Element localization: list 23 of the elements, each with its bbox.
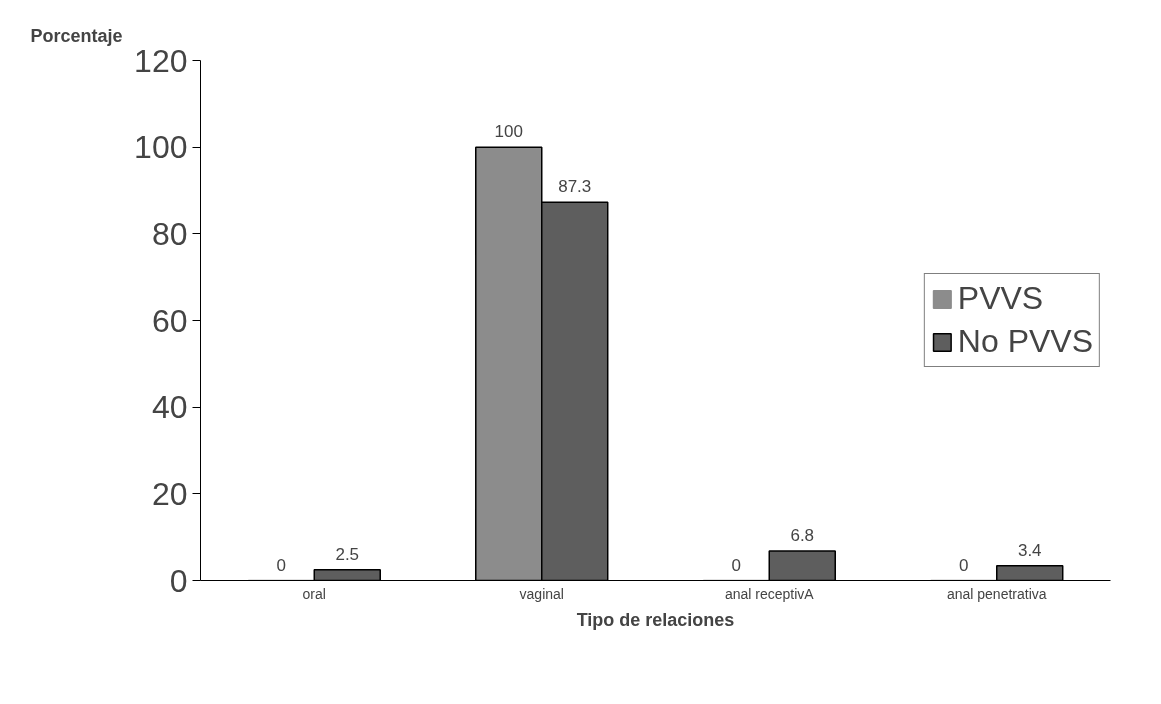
data-label: 100 [494,122,523,142]
y-tick-label: 120 [134,42,188,79]
legend-label: No PVVS [957,323,1093,360]
x-axis-title: Tipo de relaciones [576,609,735,630]
y-axis-title: Porcentaje [30,25,123,46]
x-tick-label: vaginal [519,585,564,602]
legend-label: PVVS [957,280,1044,317]
data-label: 0 [959,555,969,575]
x-tick-label: anal penetrativa [946,585,1047,602]
data-label: 0 [731,555,741,575]
data-label: 3.4 [1017,540,1042,560]
y-tick-label: 80 [151,215,188,252]
data-label: 2.5 [335,544,360,564]
y-tick-label: 0 [169,562,188,599]
y-tick-label: 20 [151,475,188,512]
x-tick-label: oral [302,585,326,602]
y-tick-label: 100 [134,129,188,166]
y-tick-label: 40 [151,389,188,426]
data-label: 0 [276,555,286,575]
data-label: 87.3 [558,177,592,197]
data-label: 6.8 [790,526,815,546]
x-tick-label: anal receptivA [724,585,815,602]
y-tick-label: 60 [151,302,188,339]
